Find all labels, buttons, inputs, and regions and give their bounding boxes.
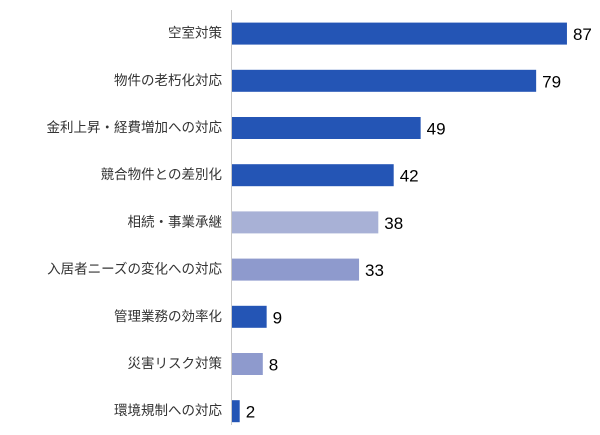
bar	[232, 400, 240, 423]
value-label: 38	[384, 214, 403, 233]
value-label: 79	[542, 72, 561, 91]
category-label: 入居者ニーズの変化への対応	[47, 261, 222, 278]
category-label: 災害リスク対策	[128, 355, 223, 372]
bar	[232, 69, 537, 92]
value-label: 2	[246, 403, 255, 422]
bar	[232, 258, 360, 281]
bar	[232, 211, 379, 234]
category-label: 金利上昇・経費増加への対応	[47, 120, 223, 136]
bar	[232, 353, 263, 375]
category-label: 相続・事業承継	[128, 214, 223, 230]
category-label: 競合物件との差別化	[101, 167, 222, 183]
value-label: 8	[269, 356, 278, 375]
bar	[232, 22, 567, 45]
value-label: 49	[427, 120, 446, 139]
value-label: 87	[573, 25, 592, 44]
category-label: 環境規制への対応	[114, 403, 222, 419]
bar	[232, 117, 421, 139]
value-label: 33	[365, 261, 384, 280]
category-label: 空室対策	[168, 25, 222, 42]
value-label: 42	[400, 167, 419, 186]
bar	[232, 305, 267, 328]
value-label: 9	[273, 308, 282, 327]
category-label: 物件の老朽化対応	[114, 73, 222, 89]
bar	[232, 164, 394, 187]
category-label: 管理業務の効率化	[114, 308, 222, 325]
